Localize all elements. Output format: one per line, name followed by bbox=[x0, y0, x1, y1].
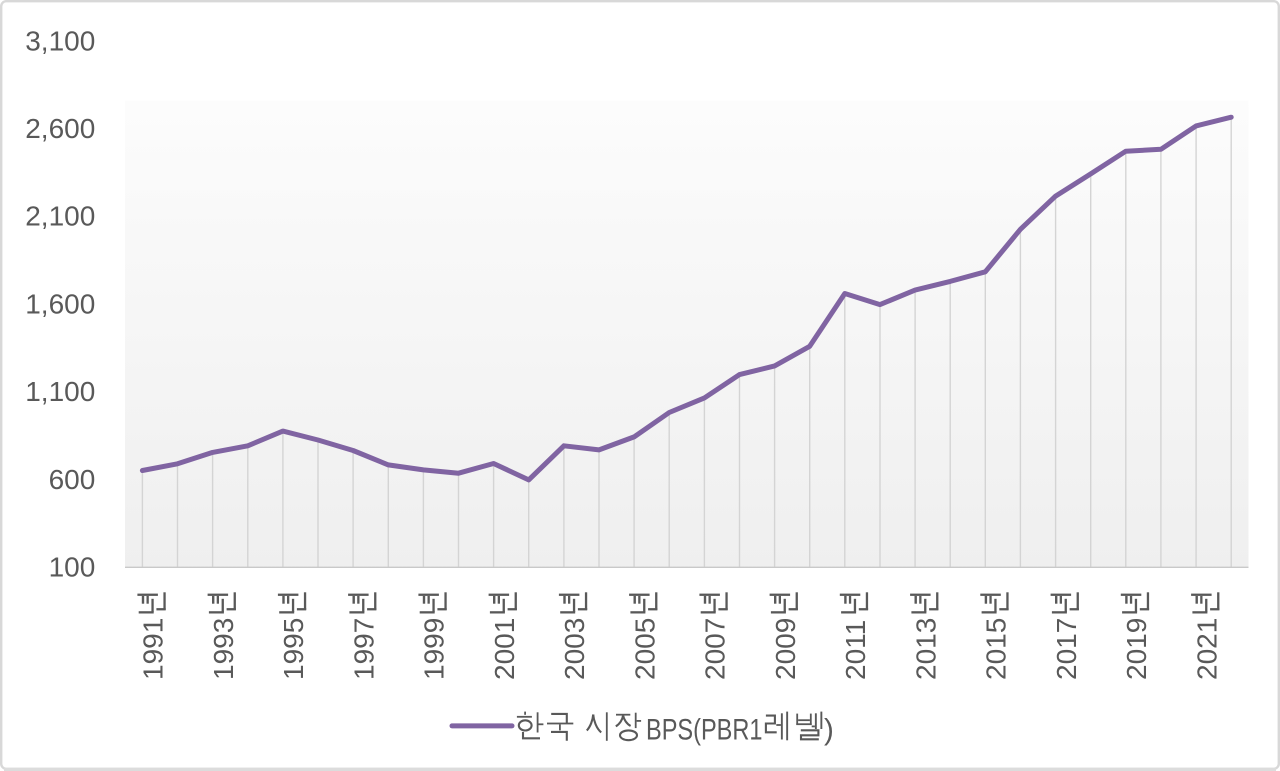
svg-text:1,100: 1,100 bbox=[25, 376, 95, 407]
svg-text:1999: 1999 bbox=[419, 618, 450, 680]
svg-text:2,100: 2,100 bbox=[25, 201, 95, 232]
svg-text:1997: 1997 bbox=[348, 618, 379, 680]
svg-text:2021: 2021 bbox=[1191, 618, 1222, 680]
svg-text:BPS(PBR1: BPS(PBR1 bbox=[646, 714, 763, 747]
svg-text:1993: 1993 bbox=[208, 618, 239, 680]
svg-text:1,600: 1,600 bbox=[25, 288, 95, 319]
svg-text:1991: 1991 bbox=[138, 618, 169, 680]
svg-text:): ) bbox=[824, 714, 834, 747]
svg-text:2013: 2013 bbox=[910, 618, 941, 680]
svg-text:2,600: 2,600 bbox=[25, 113, 95, 144]
svg-text:2015: 2015 bbox=[981, 618, 1012, 680]
svg-text:100: 100 bbox=[49, 552, 96, 583]
svg-text:2007: 2007 bbox=[700, 618, 731, 680]
svg-text:600: 600 bbox=[49, 464, 96, 495]
svg-text:2003: 2003 bbox=[559, 618, 590, 680]
svg-text:2009: 2009 bbox=[770, 618, 801, 680]
svg-text:3,100: 3,100 bbox=[25, 25, 95, 56]
svg-text:2019: 2019 bbox=[1121, 618, 1152, 680]
svg-text:1995: 1995 bbox=[278, 618, 309, 680]
svg-text:2005: 2005 bbox=[629, 618, 660, 680]
svg-text:2017: 2017 bbox=[1051, 618, 1082, 680]
svg-text:2001: 2001 bbox=[489, 618, 520, 680]
svg-text:2011: 2011 bbox=[840, 620, 871, 680]
